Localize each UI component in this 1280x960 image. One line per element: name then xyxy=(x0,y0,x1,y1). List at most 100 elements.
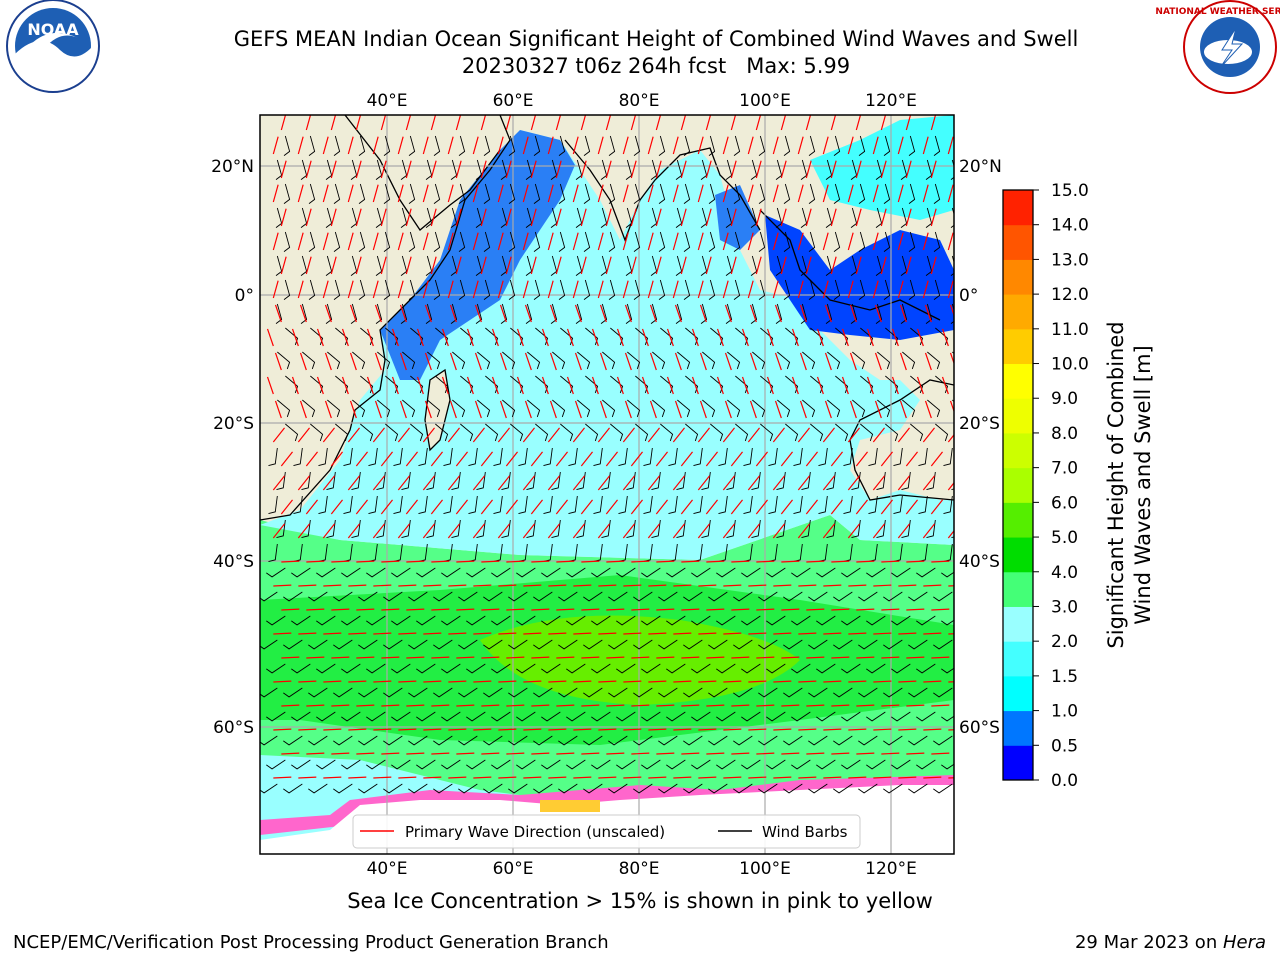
wave-direction-arrow xyxy=(649,352,657,371)
wind-barb xyxy=(560,327,574,346)
wind-barb xyxy=(458,591,478,602)
wave-direction-arrow xyxy=(397,427,410,443)
wind-barb xyxy=(591,615,611,626)
wave-direction-arrow xyxy=(791,376,799,395)
wave-direction-arrow xyxy=(541,328,549,347)
wave-direction-arrow xyxy=(505,451,518,467)
wind-barb xyxy=(643,495,653,514)
wave-direction-arrow xyxy=(880,208,887,227)
wind-barb xyxy=(460,375,474,394)
wave-direction-arrow xyxy=(856,560,875,563)
wind-barb xyxy=(535,375,549,394)
wave-direction-arrow xyxy=(905,499,918,515)
wind-barb xyxy=(718,495,728,514)
wind-barb xyxy=(800,303,808,324)
wave-direction-arrow xyxy=(855,160,862,179)
wave-direction-arrow xyxy=(773,728,792,731)
wave-direction-arrow xyxy=(505,160,512,179)
wind-barb xyxy=(716,567,736,578)
wind-barb xyxy=(383,735,403,746)
wave-direction-arrow xyxy=(497,427,510,443)
wind-barb xyxy=(802,399,816,418)
wind-barb xyxy=(726,471,736,490)
wind-barb xyxy=(816,615,836,626)
lon-label-bottom: 100°E xyxy=(739,859,791,879)
wind-barb xyxy=(708,591,728,602)
wind-barb xyxy=(685,375,699,394)
wave-direction-arrow xyxy=(430,451,443,467)
wave-direction-arrow xyxy=(805,499,818,515)
wind-barb xyxy=(626,471,636,490)
wave-direction-arrow xyxy=(316,376,324,395)
wave-direction-arrow xyxy=(555,160,562,179)
wave-direction-arrow xyxy=(431,704,450,707)
wind-barb xyxy=(418,495,428,514)
wind-barb xyxy=(577,351,591,370)
wind-barb xyxy=(758,279,766,300)
wave-direction-arrow xyxy=(305,160,312,179)
wind-barb xyxy=(483,183,491,204)
wave-direction-arrow xyxy=(622,475,635,491)
lat-label-left: 40°S xyxy=(213,552,254,572)
wave-direction-arrow xyxy=(805,256,812,275)
wave-direction-arrow xyxy=(581,752,600,755)
wind-barb xyxy=(476,519,486,538)
wave-direction-arrow xyxy=(505,499,518,515)
wind-barb xyxy=(533,279,541,300)
wind-barb xyxy=(358,687,378,698)
wind-barb xyxy=(577,399,591,418)
wave-direction-arrow xyxy=(355,208,362,227)
wave-direction-arrow xyxy=(398,680,417,683)
colorbar-segment xyxy=(1003,363,1033,399)
wind-barb xyxy=(926,519,936,538)
wind-barb xyxy=(383,135,391,156)
wind-barb xyxy=(435,423,449,442)
wind-barb xyxy=(552,351,566,370)
wind-barb xyxy=(516,759,536,770)
wind-barb xyxy=(841,663,861,674)
wave-direction-arrow xyxy=(824,400,832,419)
wave-direction-arrow xyxy=(474,304,482,323)
wave-direction-arrow xyxy=(523,680,542,683)
wave-direction-arrow xyxy=(931,752,950,755)
wind-barb xyxy=(266,615,286,626)
wave-direction-arrow xyxy=(330,256,337,275)
wave-direction-arrow xyxy=(730,451,743,467)
wave-direction-arrow xyxy=(823,776,842,779)
wind-barb xyxy=(883,279,891,300)
wind-barb xyxy=(810,375,824,394)
wave-direction-arrow xyxy=(581,560,600,563)
wind-barb xyxy=(683,639,703,650)
wind-barb xyxy=(525,303,533,324)
wind-barb xyxy=(441,711,461,722)
wave-direction-arrow xyxy=(773,584,792,587)
wind-barb xyxy=(533,183,541,204)
wind-barb xyxy=(366,711,386,722)
wave-direction-arrow xyxy=(672,232,679,251)
wave-direction-arrow xyxy=(531,656,550,659)
wind-barb xyxy=(826,519,836,538)
wave-direction-arrow xyxy=(755,451,768,467)
wave-direction-arrow xyxy=(456,752,475,755)
wind-barb xyxy=(558,135,566,156)
wind-barb xyxy=(591,567,611,578)
wind-barb xyxy=(933,591,953,602)
wind-barb xyxy=(458,639,478,650)
wind-barb xyxy=(427,351,441,370)
wave-direction-arrow xyxy=(872,232,879,251)
lat-label-right: 40°S xyxy=(959,552,1000,572)
wave-direction-arrow xyxy=(705,160,712,179)
wave-direction-arrow xyxy=(572,136,579,155)
wind-barb xyxy=(477,399,491,418)
wind-barb xyxy=(710,327,724,346)
colorbar-segment xyxy=(1003,294,1033,330)
wave-direction-arrow xyxy=(297,280,304,299)
wave-height-field xyxy=(260,115,954,854)
wave-direction-arrow xyxy=(798,584,817,587)
wave-direction-arrow xyxy=(648,680,667,683)
wave-direction-arrow xyxy=(599,304,607,323)
wave-direction-arrow xyxy=(280,160,287,179)
wind-barb xyxy=(783,735,803,746)
wave-direction-arrow xyxy=(574,400,582,419)
wave-direction-arrow xyxy=(797,280,804,299)
